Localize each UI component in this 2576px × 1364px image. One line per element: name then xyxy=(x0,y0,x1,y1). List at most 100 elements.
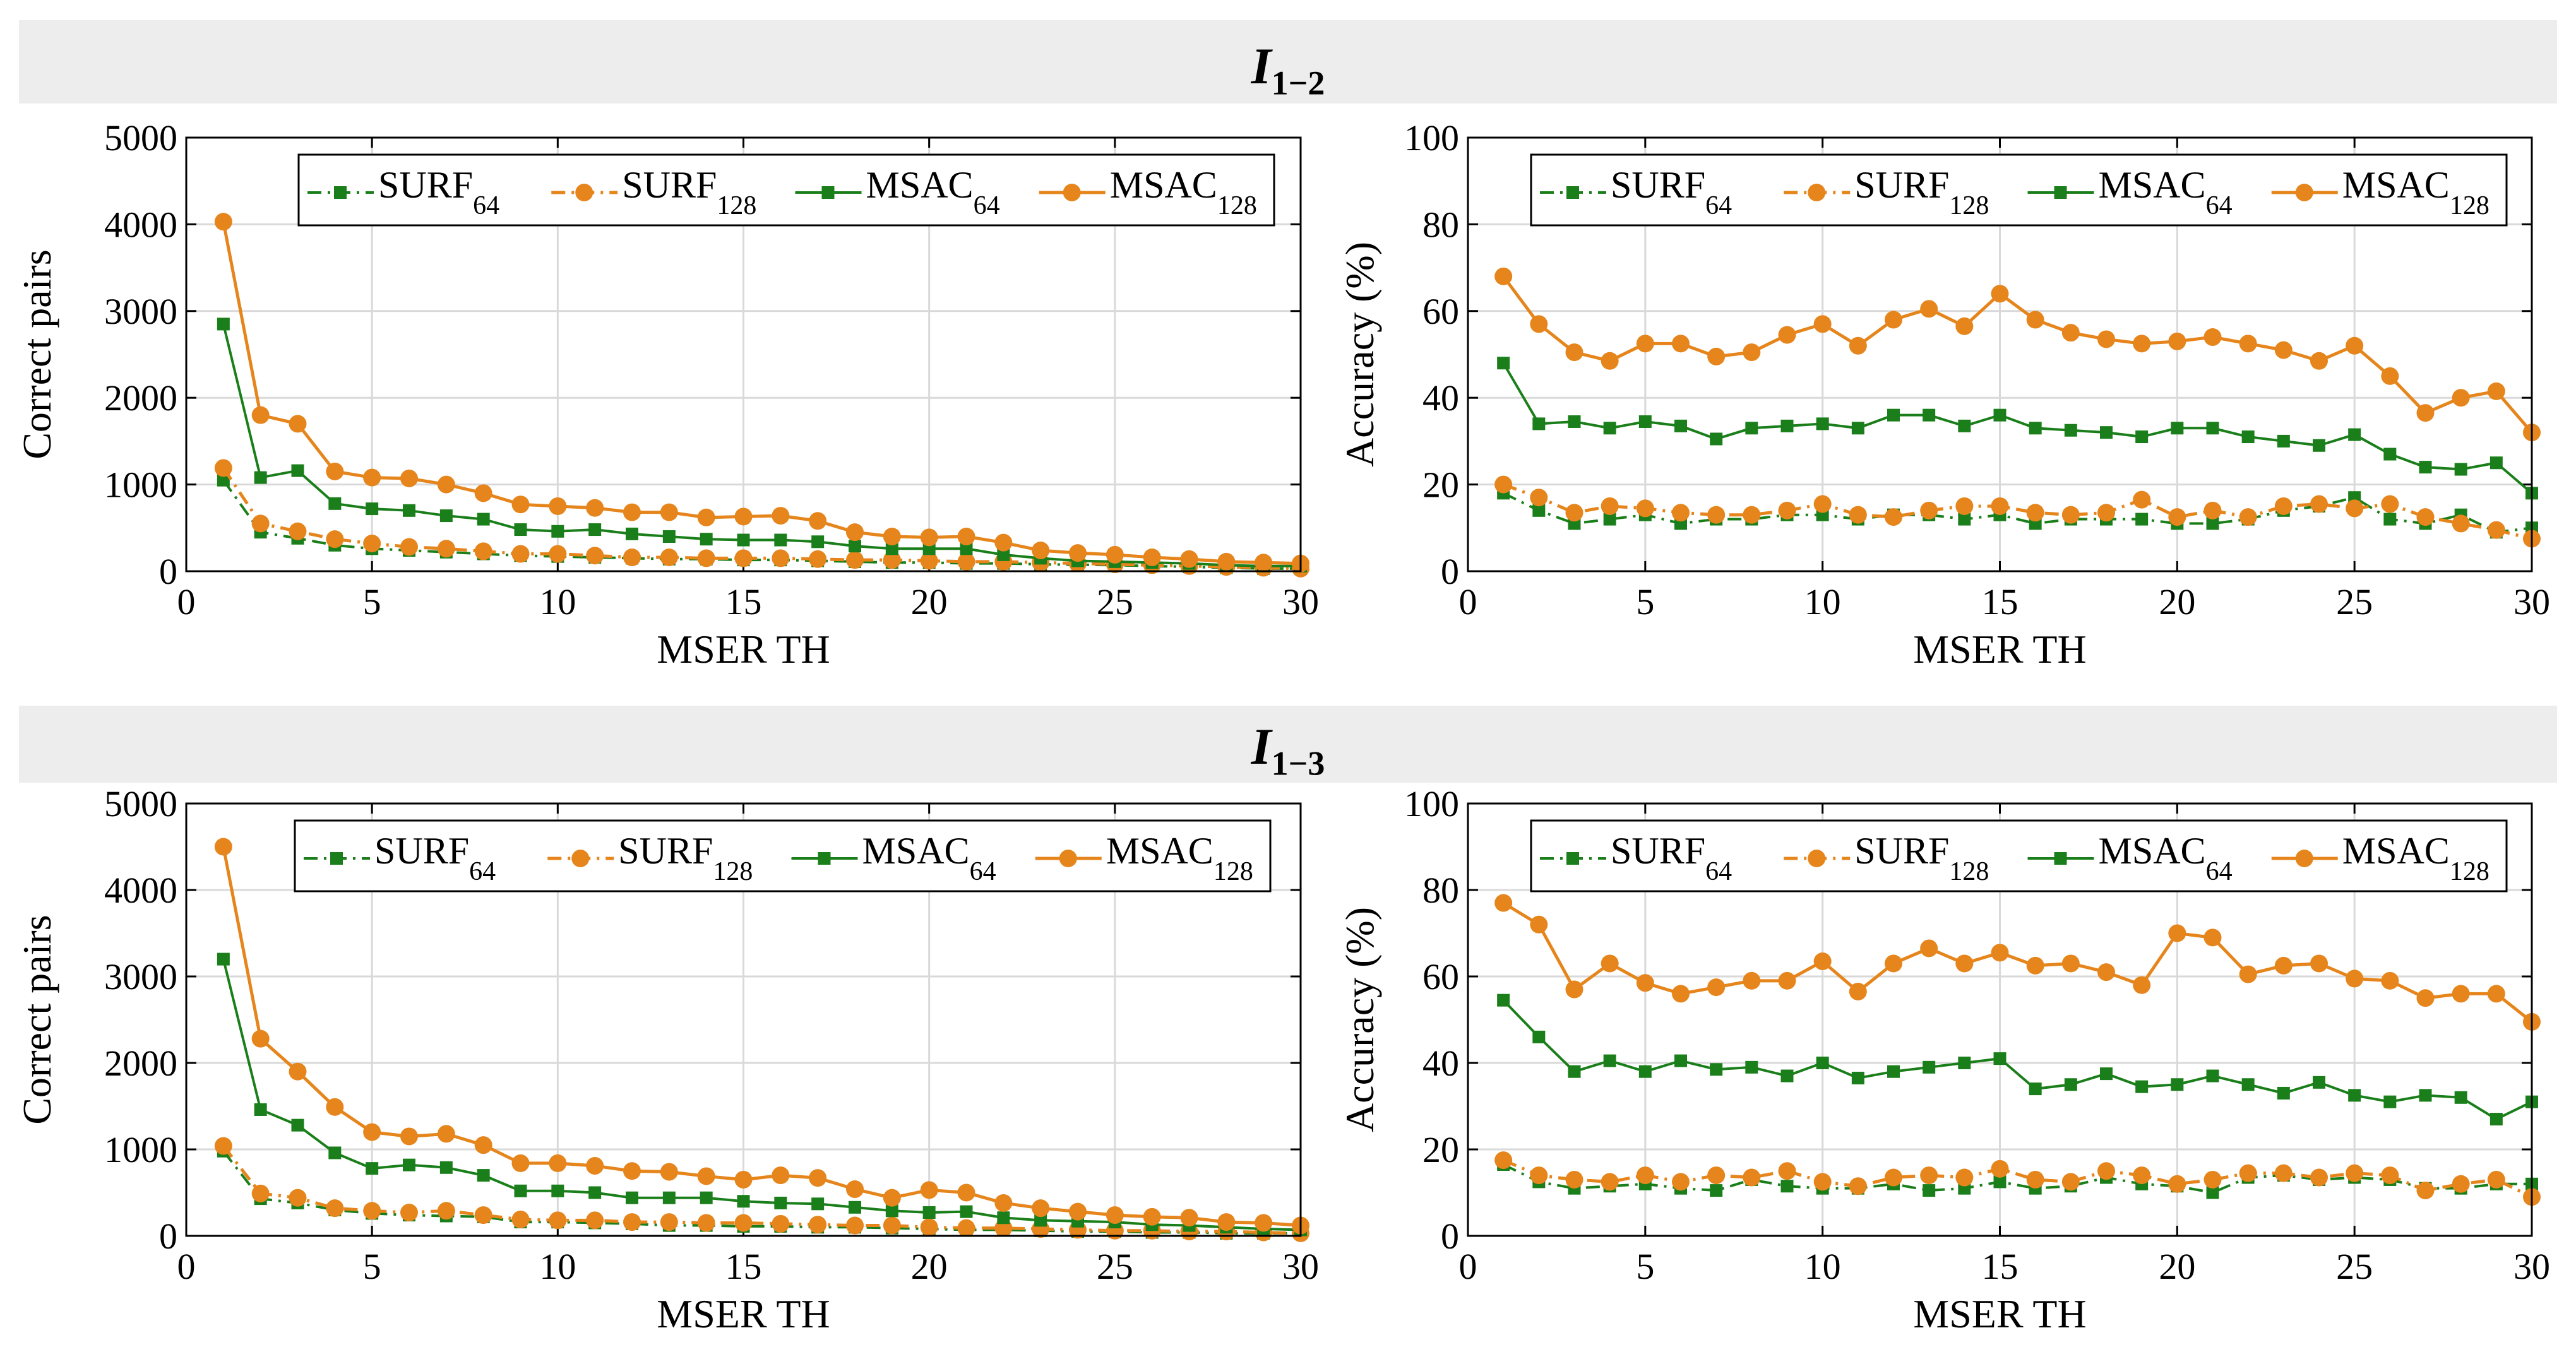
data-point xyxy=(920,528,938,547)
data-point xyxy=(623,1162,641,1180)
legend-swatch-marker xyxy=(1566,186,1579,199)
data-point xyxy=(1601,954,1619,973)
data-point xyxy=(1991,497,2009,515)
data-point xyxy=(2277,434,2290,448)
data-point xyxy=(1106,1206,1124,1225)
legend-label-subscript: 64 xyxy=(974,191,1000,220)
data-point xyxy=(511,1210,530,1228)
data-point xyxy=(514,1184,527,1197)
data-point xyxy=(1672,985,1690,1003)
legend-label-subscript: 128 xyxy=(2450,857,2490,886)
data-point xyxy=(846,551,864,569)
data-point xyxy=(1885,508,1902,526)
data-point xyxy=(2419,1089,2432,1102)
data-point xyxy=(2346,336,2364,355)
data-point xyxy=(2452,389,2470,407)
data-point xyxy=(2064,1078,2077,1091)
data-point xyxy=(1532,417,1546,430)
data-point xyxy=(2452,1175,2470,1193)
series-3 xyxy=(217,952,1307,1236)
data-point xyxy=(734,507,753,526)
data-point xyxy=(1565,980,1583,999)
data-point xyxy=(846,1180,864,1199)
data-point xyxy=(2135,1080,2149,1093)
data-point xyxy=(1816,417,1829,430)
data-point xyxy=(2383,448,2397,461)
x-tick-label: 20 xyxy=(2159,1246,2195,1287)
data-point xyxy=(662,1191,676,1204)
data-point xyxy=(2133,490,2151,509)
legend-label-subscript: 128 xyxy=(1949,857,1989,886)
data-point xyxy=(400,1204,418,1222)
data-point xyxy=(2416,404,2435,422)
data-point xyxy=(477,1169,490,1182)
data-point xyxy=(1674,419,1687,432)
data-point xyxy=(214,1137,232,1155)
data-point xyxy=(2310,352,2328,370)
x-tick-label: 5 xyxy=(1636,581,1654,622)
data-point xyxy=(1180,550,1198,568)
x-tick-label: 10 xyxy=(539,1246,576,1287)
data-point xyxy=(1885,311,1902,329)
data-point xyxy=(2241,430,2255,444)
data-point xyxy=(957,1183,975,1202)
legend-label-subscript: 64 xyxy=(1705,191,1732,220)
data-point xyxy=(2419,461,2432,474)
data-point xyxy=(2203,1170,2222,1189)
data-point xyxy=(2381,1166,2399,1185)
data-point xyxy=(2381,367,2399,385)
data-point xyxy=(774,1196,787,1209)
data-point xyxy=(1780,1069,1794,1082)
data-point xyxy=(291,464,304,477)
x-tick-label: 25 xyxy=(2336,581,2373,622)
data-point xyxy=(1568,415,1581,428)
data-point xyxy=(1778,326,1796,344)
x-axis-label: MSER TH xyxy=(657,627,830,672)
data-point xyxy=(2487,985,2505,1003)
legend-swatch-marker xyxy=(1808,184,1826,201)
data-point xyxy=(809,512,827,530)
data-point xyxy=(2346,499,2364,518)
data-point xyxy=(626,1191,638,1204)
y-tick-label: 1000 xyxy=(104,465,177,506)
data-point xyxy=(2061,1173,2080,1191)
data-point xyxy=(2383,1095,2397,1108)
legend-box xyxy=(1530,153,2508,227)
data-point xyxy=(849,1201,861,1214)
data-point xyxy=(1255,1214,1273,1232)
data-point xyxy=(1710,1063,1723,1076)
data-point xyxy=(2171,422,2184,435)
legend-label-subscript: 128 xyxy=(1213,857,1253,886)
data-point xyxy=(2097,1162,2115,1180)
data-point xyxy=(2029,422,2042,435)
data-point xyxy=(326,1098,344,1116)
data-point xyxy=(997,548,1010,561)
data-point xyxy=(403,1158,415,1171)
x-tick-label: 30 xyxy=(2513,581,2550,622)
data-point xyxy=(2168,924,2186,942)
data-point xyxy=(772,549,790,567)
data-point xyxy=(2206,517,2219,530)
data-point xyxy=(623,549,641,567)
data-point xyxy=(957,528,975,546)
series-4 xyxy=(214,838,1309,1235)
data-point xyxy=(366,1162,379,1175)
data-point xyxy=(737,533,750,547)
data-point xyxy=(1568,1065,1581,1078)
section-title-1: I1−2 xyxy=(1251,37,1325,102)
data-point xyxy=(1849,1177,1867,1195)
data-point xyxy=(1069,544,1087,562)
chart-panel-1: 0 5 10 15 20 25 30 0 1000 2000 3000 4000 5000 MSER TH… xyxy=(15,117,1319,672)
data-point xyxy=(2168,508,2186,526)
y-tick-label: 80 xyxy=(1422,204,1459,245)
data-point xyxy=(551,1184,564,1197)
x-axis-label: MSER TH xyxy=(1913,1291,2086,1336)
section-header-1: I1−2 xyxy=(19,20,2557,104)
data-point xyxy=(1958,1057,1971,1069)
data-point xyxy=(960,1205,973,1218)
data-point xyxy=(2061,506,2080,524)
data-point xyxy=(1955,317,1974,335)
data-point xyxy=(363,468,381,487)
data-point xyxy=(957,1219,975,1237)
data-point xyxy=(1565,343,1583,362)
